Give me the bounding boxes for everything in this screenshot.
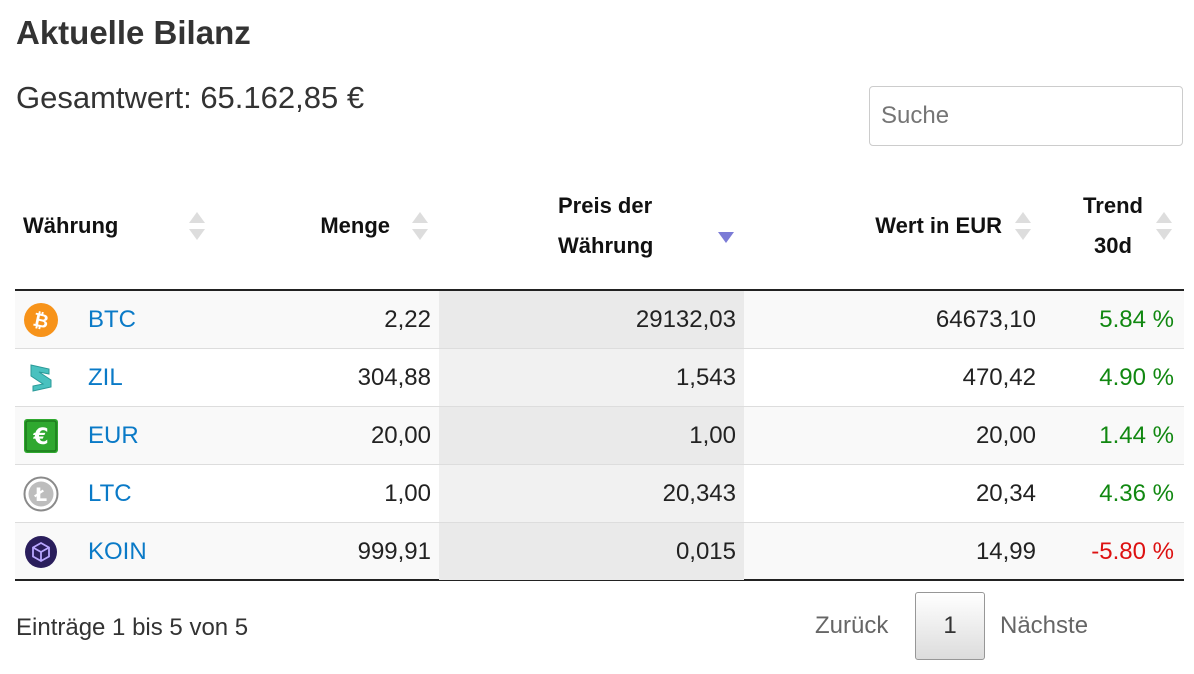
currency-link[interactable]: ZIL [88, 363, 123, 391]
table-header: Währung Menge Preis der Währung Wert in … [15, 160, 1184, 291]
litecoin-icon: Ł [23, 476, 59, 512]
currency-link[interactable]: LTC [88, 479, 132, 507]
currency-link[interactable]: BTC [88, 305, 136, 333]
value-cell: 20,34 [975, 479, 1036, 507]
search-input[interactable] [869, 86, 1183, 146]
bitcoin-icon: ₿ [24, 303, 58, 337]
table-info: Einträge 1 bis 5 von 5 [16, 614, 249, 641]
trend-cell: 4.90 % [1099, 363, 1174, 391]
trend-cell: 1.44 % [1099, 421, 1174, 449]
svg-text:Ł: Ł [34, 484, 47, 506]
table-row: ₿ BTC 2,22 29132,03 64673,10 5.84 % [15, 291, 1184, 349]
page-1-button[interactable]: 1 [915, 592, 985, 660]
euro-icon: € [24, 419, 58, 453]
value-cell: 20,00 [975, 421, 1036, 449]
amount-cell: 304,88 [357, 363, 431, 391]
total-value: Gesamtwert: 65.162,85 € [16, 80, 365, 115]
price-cell: 1,543 [675, 363, 736, 391]
amount-cell: 20,00 [370, 421, 431, 449]
column-header-currency[interactable]: Währung [23, 212, 119, 238]
value-cell: 64673,10 [935, 305, 1036, 333]
column-header-amount[interactable]: Menge [320, 212, 390, 238]
zilliqa-icon [30, 364, 52, 392]
svg-text:₿: ₿ [31, 309, 51, 334]
price-cell: 20,343 [662, 479, 736, 507]
sort-both-icon[interactable] [1155, 160, 1173, 291]
column-header-value[interactable]: Wert in EUR [875, 212, 1002, 238]
svg-text:€: € [32, 425, 48, 450]
koinos-icon [25, 536, 57, 568]
table-row: Ł LTC 1,00 20,343 20,34 4.36 % [15, 465, 1184, 523]
page-title: Aktuelle Bilanz [16, 14, 251, 51]
value-cell: 14,99 [975, 537, 1036, 565]
balance-table: Währung Menge Preis der Währung Wert in … [15, 160, 1184, 581]
sort-both-icon[interactable] [188, 160, 206, 291]
amount-cell: 1,00 [384, 479, 431, 507]
price-cell: 29132,03 [635, 305, 736, 333]
table-row: ZIL 304,88 1,543 470,42 4.90 % [15, 349, 1184, 407]
amount-cell: 999,91 [357, 537, 431, 565]
sort-both-icon[interactable] [1014, 160, 1032, 291]
sort-descending-icon[interactable] [717, 171, 735, 302]
sort-both-icon[interactable] [411, 160, 429, 291]
currency-link[interactable]: KOIN [88, 537, 147, 565]
table-row: KOIN 999,91 0,015 14,99 -5.80 % [15, 523, 1184, 581]
next-page-button[interactable]: Nächste [1000, 612, 1089, 639]
amount-cell: 2,22 [384, 305, 431, 333]
trend-cell: 5.84 % [1099, 305, 1174, 333]
trend-cell: 4.36 % [1099, 479, 1174, 507]
price-cell: 0,015 [675, 537, 736, 565]
column-header-price[interactable]: Preis der Währung [558, 192, 654, 258]
previous-page-button[interactable]: Zurück [815, 612, 889, 639]
value-cell: 470,42 [962, 363, 1036, 391]
price-cell: 1,00 [689, 421, 736, 449]
currency-link[interactable]: EUR [88, 421, 139, 449]
trend-cell: -5.80 % [1091, 537, 1174, 565]
column-header-trend[interactable]: Trend 30d [1083, 192, 1143, 258]
table-row: € EUR 20,00 1,00 20,00 1.44 % [15, 407, 1184, 465]
